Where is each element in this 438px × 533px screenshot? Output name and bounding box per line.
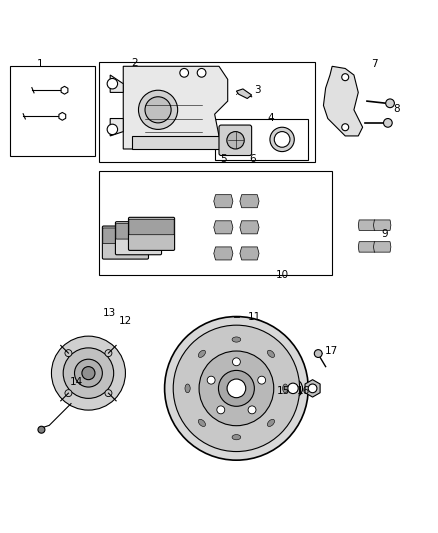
FancyBboxPatch shape	[103, 228, 148, 244]
Circle shape	[107, 124, 117, 135]
Ellipse shape	[185, 384, 190, 393]
Text: 17: 17	[325, 346, 338, 357]
Circle shape	[105, 350, 112, 357]
Text: 15: 15	[277, 386, 290, 397]
Circle shape	[227, 132, 244, 149]
Circle shape	[180, 68, 188, 77]
Text: 1: 1	[36, 59, 43, 69]
Text: 5: 5	[220, 154, 226, 164]
Text: 16: 16	[297, 386, 310, 397]
Polygon shape	[132, 136, 219, 149]
Circle shape	[258, 376, 265, 384]
Polygon shape	[214, 195, 233, 208]
Polygon shape	[110, 118, 123, 136]
Circle shape	[105, 390, 112, 397]
Circle shape	[342, 74, 349, 80]
Ellipse shape	[232, 337, 241, 342]
Polygon shape	[374, 241, 391, 252]
Circle shape	[283, 379, 303, 398]
Polygon shape	[123, 66, 228, 149]
Circle shape	[227, 379, 246, 398]
FancyBboxPatch shape	[128, 217, 175, 251]
FancyBboxPatch shape	[99, 62, 315, 162]
Circle shape	[207, 376, 215, 384]
Text: 8: 8	[393, 104, 399, 114]
Ellipse shape	[267, 419, 275, 426]
FancyBboxPatch shape	[215, 118, 308, 160]
Circle shape	[65, 350, 72, 357]
Circle shape	[308, 384, 317, 393]
Circle shape	[165, 317, 308, 460]
FancyBboxPatch shape	[102, 226, 148, 259]
Ellipse shape	[198, 350, 205, 358]
Polygon shape	[240, 247, 259, 260]
Text: 6: 6	[250, 154, 256, 164]
Circle shape	[217, 406, 225, 414]
Circle shape	[219, 370, 254, 406]
Polygon shape	[240, 221, 259, 234]
Circle shape	[173, 325, 300, 451]
Polygon shape	[374, 220, 391, 230]
FancyBboxPatch shape	[116, 224, 161, 239]
Circle shape	[38, 426, 45, 433]
Circle shape	[51, 336, 125, 410]
Text: 14: 14	[70, 377, 83, 387]
Circle shape	[199, 351, 274, 426]
Circle shape	[74, 359, 102, 387]
Polygon shape	[358, 220, 376, 230]
Text: 9: 9	[381, 229, 388, 239]
Polygon shape	[110, 75, 123, 92]
FancyBboxPatch shape	[116, 222, 162, 255]
Circle shape	[274, 132, 290, 147]
Circle shape	[233, 358, 240, 366]
Text: 4: 4	[267, 112, 274, 123]
Circle shape	[82, 367, 95, 379]
Polygon shape	[237, 89, 252, 99]
Circle shape	[197, 68, 206, 77]
FancyBboxPatch shape	[99, 171, 332, 275]
Ellipse shape	[198, 419, 205, 426]
Circle shape	[107, 78, 117, 89]
Text: 7: 7	[371, 59, 378, 69]
Ellipse shape	[283, 384, 288, 393]
Text: 12: 12	[119, 316, 132, 326]
Circle shape	[138, 90, 178, 130]
Circle shape	[65, 390, 72, 397]
Polygon shape	[240, 195, 259, 208]
Text: 3: 3	[254, 85, 261, 95]
Circle shape	[63, 348, 114, 398]
Ellipse shape	[232, 434, 241, 440]
Text: 2: 2	[131, 58, 138, 68]
Circle shape	[386, 99, 394, 108]
Polygon shape	[214, 221, 233, 234]
Circle shape	[342, 124, 349, 131]
FancyBboxPatch shape	[10, 66, 95, 156]
Text: 11: 11	[247, 312, 261, 321]
Circle shape	[314, 350, 322, 358]
Ellipse shape	[267, 350, 275, 358]
Circle shape	[145, 97, 171, 123]
Circle shape	[248, 406, 256, 414]
Polygon shape	[323, 66, 363, 136]
Circle shape	[288, 383, 298, 393]
Circle shape	[384, 118, 392, 127]
Polygon shape	[358, 241, 376, 252]
FancyBboxPatch shape	[219, 125, 252, 156]
FancyBboxPatch shape	[129, 219, 174, 235]
Polygon shape	[214, 247, 233, 260]
Text: 10: 10	[276, 270, 289, 280]
Circle shape	[270, 127, 294, 151]
Text: 13: 13	[102, 308, 116, 318]
